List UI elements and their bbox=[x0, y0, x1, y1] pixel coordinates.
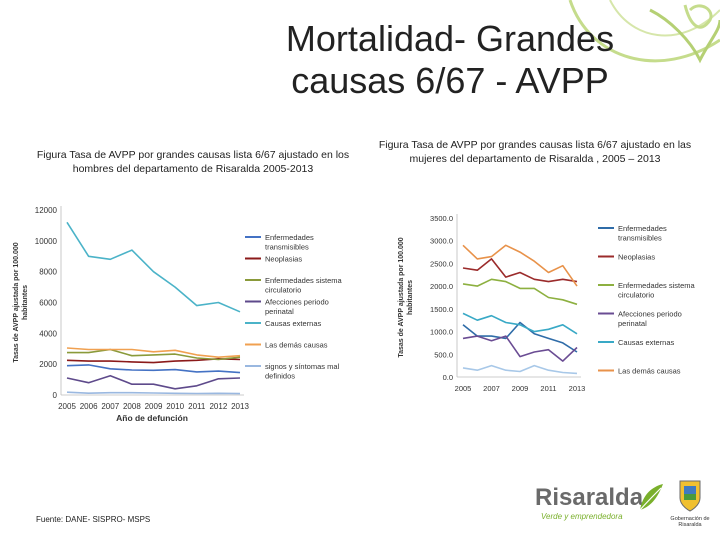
legend-label: circulatorio bbox=[618, 291, 654, 300]
x-tick-label: 2011 bbox=[188, 402, 206, 411]
leaf-icon bbox=[639, 484, 663, 511]
x-tick-label: 2013 bbox=[569, 384, 586, 393]
y-tick-label: 6000 bbox=[39, 299, 57, 308]
series-line-afecciones-periodo-perinatal bbox=[462, 335, 578, 362]
series-line-causas-externas bbox=[66, 221, 241, 313]
y-axis-label: habitantes bbox=[22, 285, 29, 320]
legend-label: Causas externas bbox=[618, 338, 675, 347]
y-tick-label: 2000.0 bbox=[430, 282, 453, 291]
x-tick-label: 2007 bbox=[101, 402, 119, 411]
series-line-enfermedades-sistema-circulatorio bbox=[67, 348, 241, 361]
y-tick-label: 0 bbox=[53, 391, 58, 400]
legend-label: Causas externas bbox=[265, 319, 322, 328]
legend-label: transmisibles bbox=[265, 243, 309, 252]
x-tick-label: 2007 bbox=[483, 384, 500, 393]
y-tick-label: 0.0 bbox=[443, 373, 453, 382]
legend-label: Neoplasias bbox=[618, 253, 655, 262]
y-tick-label: 1500.0 bbox=[430, 305, 453, 314]
legend-label: circulatorio bbox=[265, 286, 301, 295]
legend-label: perinatal bbox=[265, 307, 294, 316]
x-tick-label: 2006 bbox=[80, 402, 98, 411]
y-tick-label: 2500.0 bbox=[430, 259, 453, 268]
caption-women: Figura Tasa de AVPP por grandes causas l… bbox=[378, 139, 692, 165]
chart-men: 0 2000 4000 6000 8000 10000 12000 2005 2006 2007 2… bbox=[13, 206, 343, 423]
series-line-afecciones-periodo-perinatal bbox=[66, 374, 241, 390]
y-tick-label: 2000 bbox=[39, 360, 57, 369]
legend-label: Enfermedades sistema bbox=[265, 276, 343, 285]
legend-label: Las demás causas bbox=[265, 341, 328, 350]
legend-label: Las demás causas bbox=[618, 367, 681, 376]
x-tick-label: 2013 bbox=[231, 402, 249, 411]
y-tick-label: 1000.0 bbox=[430, 328, 453, 337]
series-line-enfermedades-transmisibles bbox=[66, 364, 241, 374]
decorative-swirl bbox=[568, 0, 720, 64]
series-line-enfermedades-transmisibles bbox=[462, 321, 578, 353]
x-tick-label: 2005 bbox=[455, 384, 472, 393]
x-tick-label: 2009 bbox=[512, 384, 529, 393]
coat-of-arms-icon bbox=[679, 480, 701, 512]
legend-label: Afecciones periodo bbox=[265, 298, 329, 307]
x-tick-label: 2008 bbox=[123, 402, 141, 411]
y-tick-label: 12000 bbox=[35, 206, 58, 215]
x-tick-label: 2009 bbox=[145, 402, 163, 411]
y-tick-label: 3000.0 bbox=[430, 237, 453, 246]
series-line-las-dem-s-causas bbox=[462, 244, 578, 287]
chart-women: 0.0 500.0 1000.0 1500.0 2000.0 2500.0 3000.0 35… bbox=[398, 214, 696, 393]
brand-name: Risaralda bbox=[535, 484, 644, 511]
y-tick-label: 10000 bbox=[35, 237, 58, 246]
series-line-signos-y-s-ntomas-mal-definidos bbox=[66, 391, 241, 395]
series-line-las-dem-s-causas bbox=[66, 347, 241, 358]
caption-men: Figura Tasa de AVPP por grandes causas l… bbox=[36, 149, 350, 175]
series-line-neoplasias bbox=[462, 258, 578, 283]
y-tick-label: 500.0 bbox=[434, 350, 453, 359]
x-tick-label: 2010 bbox=[166, 402, 184, 411]
source-note: Fuente: DANE- SISPRO- MSPS bbox=[36, 515, 151, 524]
y-tick-label: 8000 bbox=[39, 268, 57, 277]
brand-tagline: Verde y emprendedora bbox=[541, 512, 623, 521]
series-line-signos-y-s-ntomas-mal-definidos bbox=[462, 364, 578, 375]
x-tick-label: 2012 bbox=[209, 402, 227, 411]
legend-label: definidos bbox=[265, 372, 295, 381]
legend-label: Enfermedades bbox=[265, 233, 314, 242]
brand-government: Gobernación de Risaralda bbox=[670, 516, 710, 528]
y-axis-label: habitantes bbox=[407, 280, 414, 315]
y-axis-label: Tasas de AVPP ajustada por 100.000 bbox=[398, 237, 405, 357]
brand-logo: Risaralda Verde y emprendedora Gobernaci… bbox=[535, 478, 715, 528]
y-axis-label: Tasas de AVPP ajustada por 100.000 bbox=[13, 242, 20, 362]
legend-label: Enfermedades sistema bbox=[618, 281, 696, 290]
legend-label: Afecciones periodo bbox=[618, 310, 682, 319]
legend-label: signos y síntomas mal bbox=[265, 362, 340, 371]
page-title: Mortalidad- Grandes causas 6/67 - AVPP bbox=[285, 18, 615, 101]
series-line-enfermedades-sistema-circulatorio bbox=[462, 278, 578, 306]
legend-label: transmisibles bbox=[618, 234, 662, 243]
legend-label: Neoplasias bbox=[265, 255, 302, 264]
x-axis-label: Año de defunción bbox=[116, 413, 188, 423]
y-tick-label: 3500.0 bbox=[430, 214, 453, 223]
x-tick-label: 2005 bbox=[58, 402, 76, 411]
y-tick-label: 4000 bbox=[39, 329, 57, 338]
legend-label: perinatal bbox=[618, 319, 647, 328]
x-tick-label: 2011 bbox=[540, 384, 556, 393]
series-line-causas-externas bbox=[462, 312, 578, 335]
legend-label: Enfermedades bbox=[618, 224, 667, 233]
